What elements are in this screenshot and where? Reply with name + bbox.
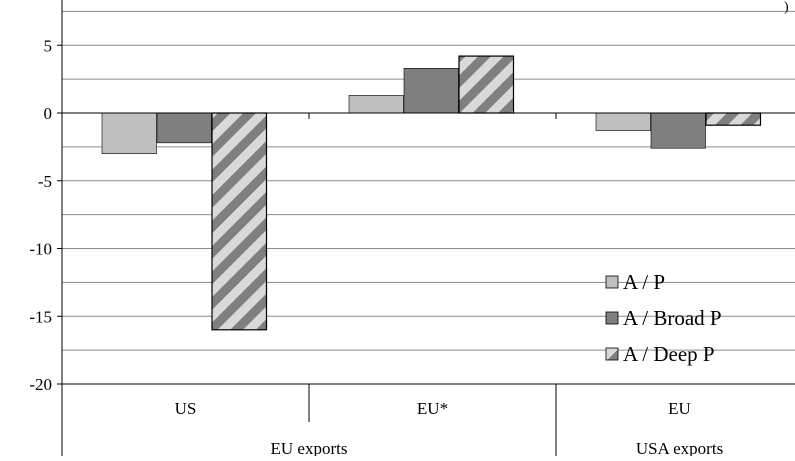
bar [211, 112, 268, 331]
y-tick-label: -20 [29, 375, 52, 394]
bar [348, 95, 404, 114]
legend-label: A / Deep P [623, 342, 715, 366]
bar [101, 112, 157, 154]
legend-swatch [605, 311, 619, 325]
y-tick-label: -10 [29, 240, 52, 259]
legend-swatch [605, 347, 619, 361]
y-tick-label: -15 [29, 307, 52, 326]
x-category-label: US [175, 399, 197, 418]
legend-swatch [605, 275, 619, 289]
bar [595, 112, 651, 131]
axis-labels: 5 0 -5 -10 -15 -20 US EU* EU EU exports USA export… [29, 36, 723, 458]
bar [403, 67, 459, 114]
x-group-label: EU exports [271, 439, 348, 456]
x-category-label: EU* [417, 399, 448, 418]
x-group-label: USA exports [636, 439, 723, 456]
x-category-label: EU [668, 399, 691, 418]
legend-label: A / P [623, 270, 665, 294]
bar [458, 55, 515, 114]
y-tick-label: 0 [44, 104, 53, 123]
bar [650, 112, 706, 149]
bar [156, 112, 212, 144]
bars [101, 55, 762, 331]
y-tick-label: 5 [44, 36, 53, 55]
legend: A / P A / Broad P A / Deep P [605, 270, 722, 366]
y-tick-label: -5 [38, 172, 52, 191]
legend-label: A / Broad P [623, 306, 722, 330]
axes [57, 0, 795, 456]
bar [705, 112, 762, 126]
corner-mark: ) [784, 0, 789, 15]
